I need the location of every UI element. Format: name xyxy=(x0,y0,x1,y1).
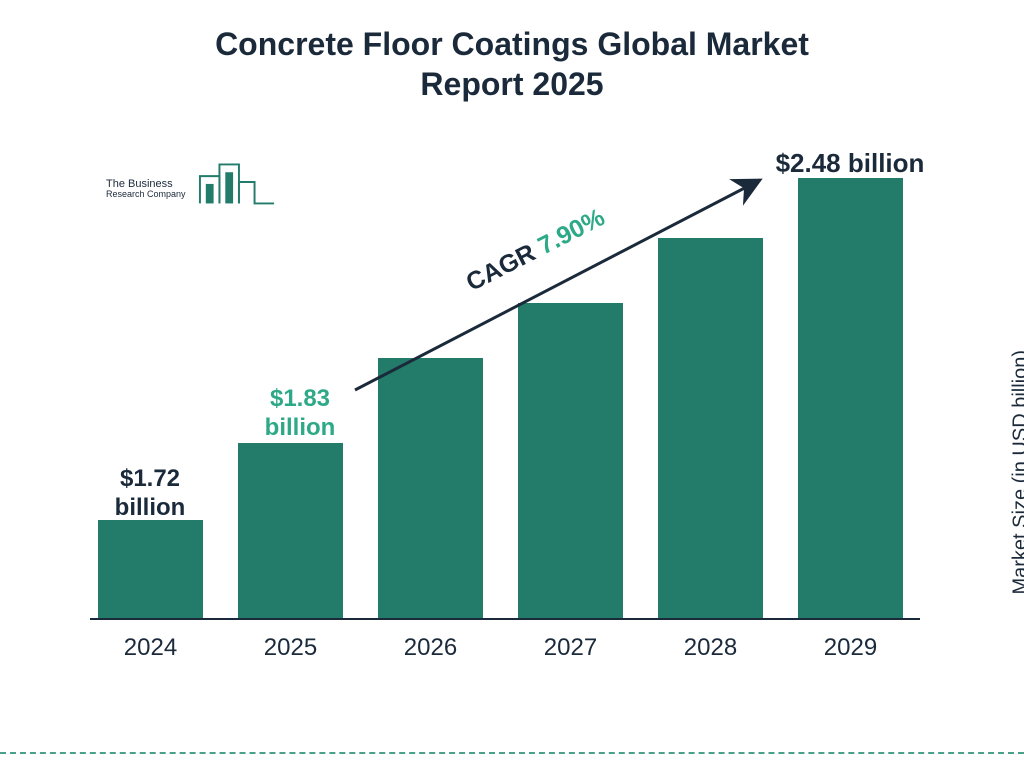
title-line-2: Report 2025 xyxy=(0,64,1024,104)
callout-2024-unit: billion xyxy=(95,494,205,523)
title-line-1: Concrete Floor Coatings Global Market xyxy=(0,24,1024,64)
bar-2028 xyxy=(658,238,763,618)
callout-2029-text: $2.48 billion xyxy=(776,148,925,178)
bar-2027 xyxy=(518,303,623,618)
y-axis-label: Market Size (in USD billion) xyxy=(1010,350,1024,595)
callout-2025-value: $1.83 xyxy=(245,385,355,414)
footer-divider xyxy=(0,752,1024,754)
x-axis-line xyxy=(90,618,920,620)
xlabel-2024: 2024 xyxy=(98,634,203,662)
callout-2024-value: $1.72 xyxy=(95,465,205,494)
bar-2029 xyxy=(798,178,903,618)
callout-2025-unit: billion xyxy=(245,414,355,443)
xlabel-2025: 2025 xyxy=(238,634,343,662)
bar-2025 xyxy=(238,443,343,618)
callout-2024: $1.72 billion xyxy=(95,465,205,523)
xlabel-2028: 2028 xyxy=(658,634,763,662)
callout-2025: $1.83 billion xyxy=(245,385,355,443)
bar-chart: 2024 2025 2026 2027 2028 2029 xyxy=(90,170,920,680)
xlabel-2026: 2026 xyxy=(378,634,483,662)
xlabel-2027: 2027 xyxy=(518,634,623,662)
bar-2024 xyxy=(98,520,203,618)
chart-container: Concrete Floor Coatings Global Market Re… xyxy=(0,0,1024,768)
callout-2029: $2.48 billion xyxy=(760,148,940,179)
bar-2026 xyxy=(378,358,483,618)
xlabel-2029: 2029 xyxy=(798,634,903,662)
chart-title: Concrete Floor Coatings Global Market Re… xyxy=(0,24,1024,104)
